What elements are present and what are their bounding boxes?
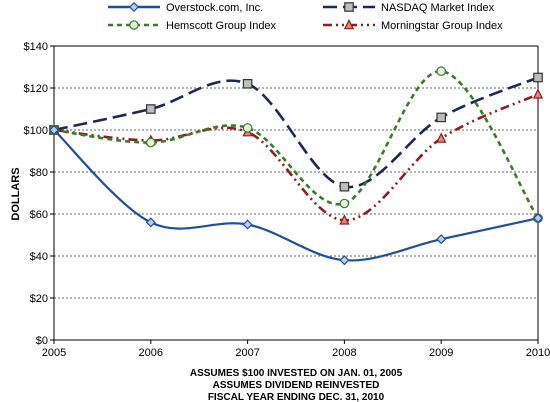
data-point (48, 124, 60, 136)
footnote-2: ASSUMES DIVIDEND REINVESTED (213, 380, 380, 391)
legend-item-hemscott-group-index: Hemscott Group Index (108, 20, 277, 32)
y-axis-ticks: $0 $20 $40 $60 $80 $100 $120 $140 (24, 41, 54, 347)
data-point (436, 234, 447, 245)
y-tick-label: $60 (30, 209, 48, 221)
legend-label: Morningstar Group Index (381, 20, 503, 32)
data-point (242, 219, 253, 230)
x-tick-label: 2005 (42, 347, 66, 359)
legend-item-morningstar-group-index: Morningstar Group Index (323, 18, 503, 32)
legend-label: Hemscott Group Index (166, 20, 277, 32)
legend-marker (344, 2, 354, 12)
series-line (53, 69, 540, 219)
data-point (533, 72, 543, 83)
footnote-1: ASSUMES $100 INVESTED ON JAN. 01, 2005 (190, 368, 403, 379)
series-line (53, 93, 539, 222)
y-tick-label: $20 (30, 293, 48, 305)
legend-label: NASDAQ Market Index (381, 2, 495, 14)
series-group (48, 66, 544, 266)
y-tick-label: $80 (30, 167, 48, 179)
data-point (532, 88, 544, 99)
legend-label: Overstock.com, Inc. (166, 2, 263, 14)
x-tick-label: 2006 (139, 347, 163, 359)
x-axis-ticks: 2005 2006 2007 2008 2009 2010 (42, 340, 550, 359)
y-tick-label: $120 (24, 83, 48, 95)
data-point (436, 132, 447, 143)
series-line (53, 76, 539, 189)
x-tick-label: 2007 (235, 347, 259, 359)
data-point (436, 66, 446, 76)
y-tick-label: $0 (36, 335, 48, 347)
y-tick-label: $40 (30, 251, 48, 263)
data-point (242, 123, 253, 133)
data-point (146, 137, 156, 148)
x-tick-label: 2008 (332, 347, 356, 359)
x-tick-label: 2009 (429, 347, 453, 359)
series-line (53, 129, 539, 262)
legend-marker (129, 20, 139, 30)
data-point (146, 104, 156, 114)
data-point (339, 181, 350, 192)
data-point (339, 198, 350, 209)
data-point (339, 214, 350, 225)
series-hemscott-group-index (49, 66, 543, 223)
data-point (532, 213, 544, 224)
data-point (145, 217, 156, 228)
y-tick-label: $100 (24, 125, 48, 137)
y-tick-label: $140 (24, 41, 48, 53)
series-overstock-com-inc (48, 124, 544, 266)
legend: Overstock.com, Inc. NASDAQ Market Index He… (108, 1, 503, 32)
legend-item-overstock-com-inc: Overstock.com, Inc. (108, 1, 263, 14)
data-point (242, 78, 253, 89)
data-point (339, 255, 350, 266)
footnote-3: FISCAL YEAR ENDING DEC. 31, 2010 (208, 392, 385, 402)
y-axis-label: DOLLARS (10, 167, 22, 220)
data-point (436, 112, 446, 123)
legend-marker (343, 18, 355, 30)
legend-marker (128, 1, 140, 13)
legend-item-nasdaq-market-index: NASDAQ Market Index (323, 2, 495, 14)
x-tick-label: 2010 (526, 347, 550, 359)
